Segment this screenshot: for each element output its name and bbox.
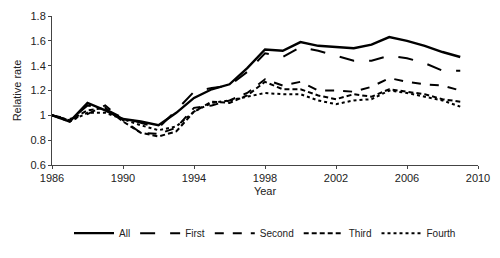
svg-text:1.6: 1.6 <box>31 35 46 47</box>
svg-text:2002: 2002 <box>324 172 348 184</box>
svg-text:1994: 1994 <box>182 172 206 184</box>
svg-text:1.4: 1.4 <box>31 60 46 72</box>
svg-text:2010: 2010 <box>466 172 490 184</box>
svg-text:1986: 1986 <box>40 172 64 184</box>
svg-text:1998: 1998 <box>253 172 277 184</box>
svg-text:Relative rate: Relative rate <box>11 60 23 122</box>
svg-text:1.2: 1.2 <box>31 84 46 96</box>
svg-text:0.6: 0.6 <box>31 159 46 171</box>
svg-text:Fourth: Fourth <box>427 228 456 239</box>
svg-text:1.8: 1.8 <box>31 10 46 22</box>
svg-text:2006: 2006 <box>395 172 419 184</box>
svg-text:All: All <box>119 228 130 239</box>
svg-text:Year: Year <box>254 185 277 197</box>
svg-text:1990: 1990 <box>111 172 135 184</box>
svg-text:0.8: 0.8 <box>31 134 46 146</box>
svg-text:Third: Third <box>349 228 372 239</box>
svg-text:Second: Second <box>260 228 294 239</box>
svg-text:First: First <box>185 228 205 239</box>
svg-text:1: 1 <box>40 109 46 121</box>
